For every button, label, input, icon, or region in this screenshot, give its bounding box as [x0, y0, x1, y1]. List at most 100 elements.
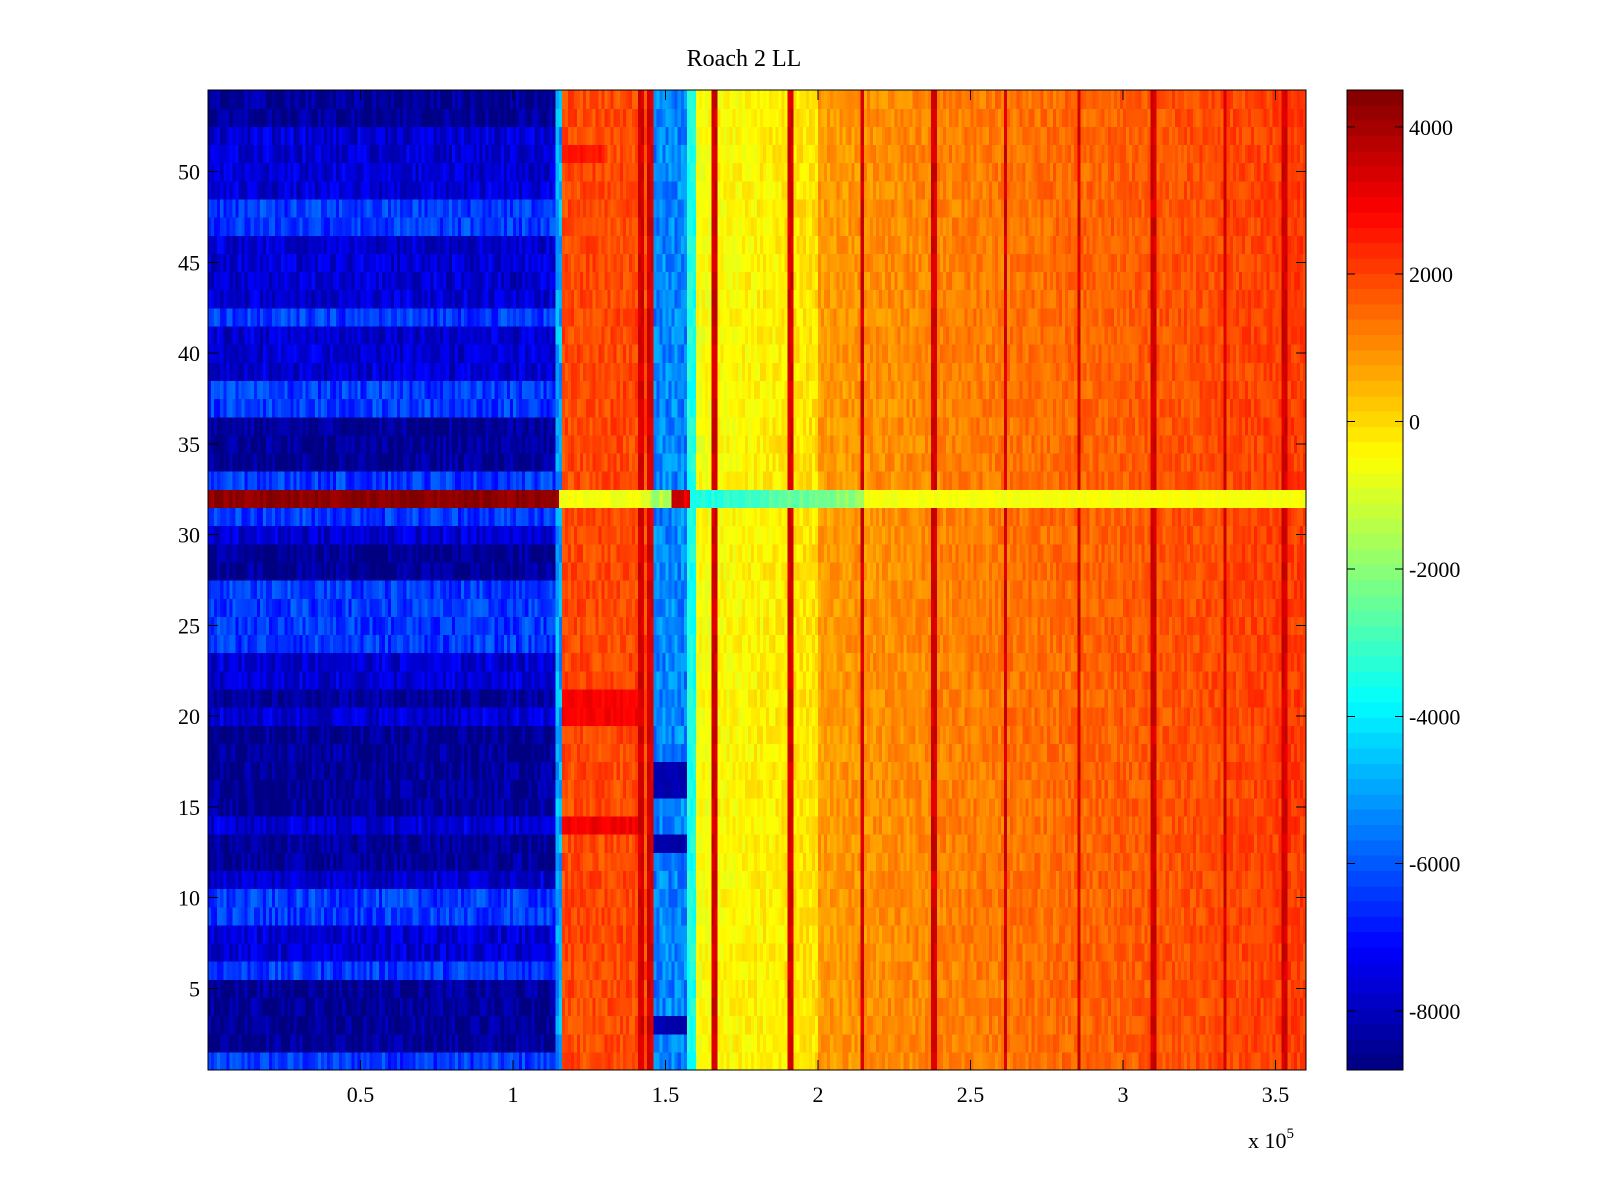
heatmap-cell — [970, 942, 975, 962]
heatmap-cell — [732, 852, 737, 871]
heatmap-cell — [964, 906, 969, 926]
heatmap-cell — [1269, 979, 1274, 999]
heatmap-cell — [1174, 997, 1179, 1017]
heatmap-cell — [223, 979, 227, 999]
heatmap-cell — [991, 852, 996, 871]
heatmap-cell — [720, 1033, 725, 1053]
heatmap-cell — [1266, 942, 1270, 962]
heatmap-cell — [714, 942, 718, 962]
heatmap-cell — [994, 852, 999, 871]
heatmap-cell — [235, 906, 240, 926]
heatmap-cell — [558, 1051, 563, 1071]
heatmap-cell — [448, 1015, 453, 1035]
heatmap-cell — [607, 852, 612, 871]
heatmap-cell — [525, 924, 529, 944]
heatmap-cell — [445, 852, 450, 871]
heatmap-cell — [400, 924, 404, 944]
heatmap-cell — [1229, 870, 1234, 890]
heatmap-cell — [1052, 1033, 1057, 1053]
heatmap-cell — [866, 870, 871, 890]
heatmap-cell — [1119, 1051, 1124, 1071]
heatmap-cell — [589, 961, 593, 980]
heatmap-cell — [747, 852, 752, 871]
heatmap-cell — [1040, 852, 1045, 871]
heatmap-cell — [982, 961, 987, 980]
heatmap-cell — [1293, 942, 1298, 962]
heatmap-cell — [741, 979, 746, 999]
heatmap-cell — [671, 997, 676, 1017]
heatmap-cell — [235, 1015, 240, 1035]
heatmap-cell — [488, 1051, 493, 1071]
heatmap-cell — [906, 979, 911, 999]
heatmap-cell — [1199, 870, 1203, 890]
heatmap-cell — [574, 997, 578, 1017]
heatmap-cell — [967, 979, 972, 999]
heatmap-cell — [833, 1015, 837, 1035]
heatmap-cell — [656, 997, 660, 1017]
heatmap-cell — [442, 942, 447, 962]
heatmap-cell — [631, 888, 636, 908]
heatmap-cell — [988, 961, 993, 980]
heatmap-cell — [851, 1033, 856, 1053]
heatmap-cell — [1156, 888, 1161, 908]
heatmap-cell — [936, 997, 941, 1017]
heatmap-cell — [482, 1015, 487, 1035]
heatmap-cell — [394, 961, 398, 980]
heatmap-cell — [958, 888, 962, 908]
heatmap-cell — [1132, 1051, 1136, 1071]
heatmap-cell — [476, 1051, 481, 1071]
heatmap-cell — [1074, 942, 1078, 962]
heatmap-cell — [845, 870, 850, 890]
heatmap-cell — [360, 942, 365, 962]
heatmap-cell — [1171, 1051, 1176, 1071]
heatmap-cell — [305, 870, 310, 890]
heatmap-cell — [683, 1033, 688, 1053]
heatmap-cell — [784, 906, 789, 926]
heatmap-cell — [1156, 961, 1161, 980]
heatmap-cell — [342, 1015, 346, 1035]
heatmap-cell — [357, 888, 362, 908]
heatmap-cell — [979, 961, 984, 980]
heatmap-cell — [534, 942, 538, 962]
heatmap-cell — [753, 942, 758, 962]
heatmap-cell — [558, 979, 563, 999]
heatmap-cell — [1272, 924, 1277, 944]
heatmap-cell — [952, 1051, 956, 1071]
heatmap-cell — [247, 1051, 252, 1071]
heatmap-cell — [1150, 961, 1155, 980]
heatmap-cell — [1177, 1033, 1182, 1053]
heatmap-cell — [506, 1051, 511, 1071]
heatmap-cell — [509, 870, 514, 890]
heatmap-cell — [241, 979, 246, 999]
heatmap-cell — [308, 1033, 313, 1053]
heatmap-cell — [631, 997, 636, 1017]
heatmap-cell — [1263, 997, 1267, 1017]
heatmap-cell — [821, 1051, 825, 1071]
heatmap-cell — [528, 852, 532, 871]
heatmap-cell — [1150, 997, 1155, 1017]
heatmap-cell — [519, 997, 523, 1017]
heatmap-cell — [540, 924, 545, 944]
heatmap-cell — [1217, 924, 1222, 944]
heatmap-cell — [796, 870, 801, 890]
heatmap-cell — [320, 888, 325, 908]
heatmap-cell — [665, 924, 670, 944]
heatmap-cell — [378, 1033, 383, 1053]
heatmap-cell — [732, 1033, 737, 1053]
heatmap-cell — [253, 997, 258, 1017]
heatmap-cell — [1263, 1051, 1267, 1071]
heatmap-cell — [726, 1015, 731, 1035]
heatmap-cell — [848, 870, 853, 890]
heatmap-cell — [455, 888, 459, 908]
heatmap-cell — [967, 852, 972, 871]
heatmap-cell — [1177, 870, 1182, 890]
heatmap-cell — [738, 852, 743, 871]
heatmap-cell — [955, 1015, 959, 1035]
heatmap-cell — [564, 906, 569, 926]
heatmap-cell — [317, 1033, 322, 1053]
heatmap-cell — [1083, 888, 1087, 908]
heatmap-cell — [418, 961, 423, 980]
heatmap-cell — [686, 924, 691, 944]
heatmap-cell — [714, 906, 718, 926]
heatmap-cell — [488, 888, 493, 908]
